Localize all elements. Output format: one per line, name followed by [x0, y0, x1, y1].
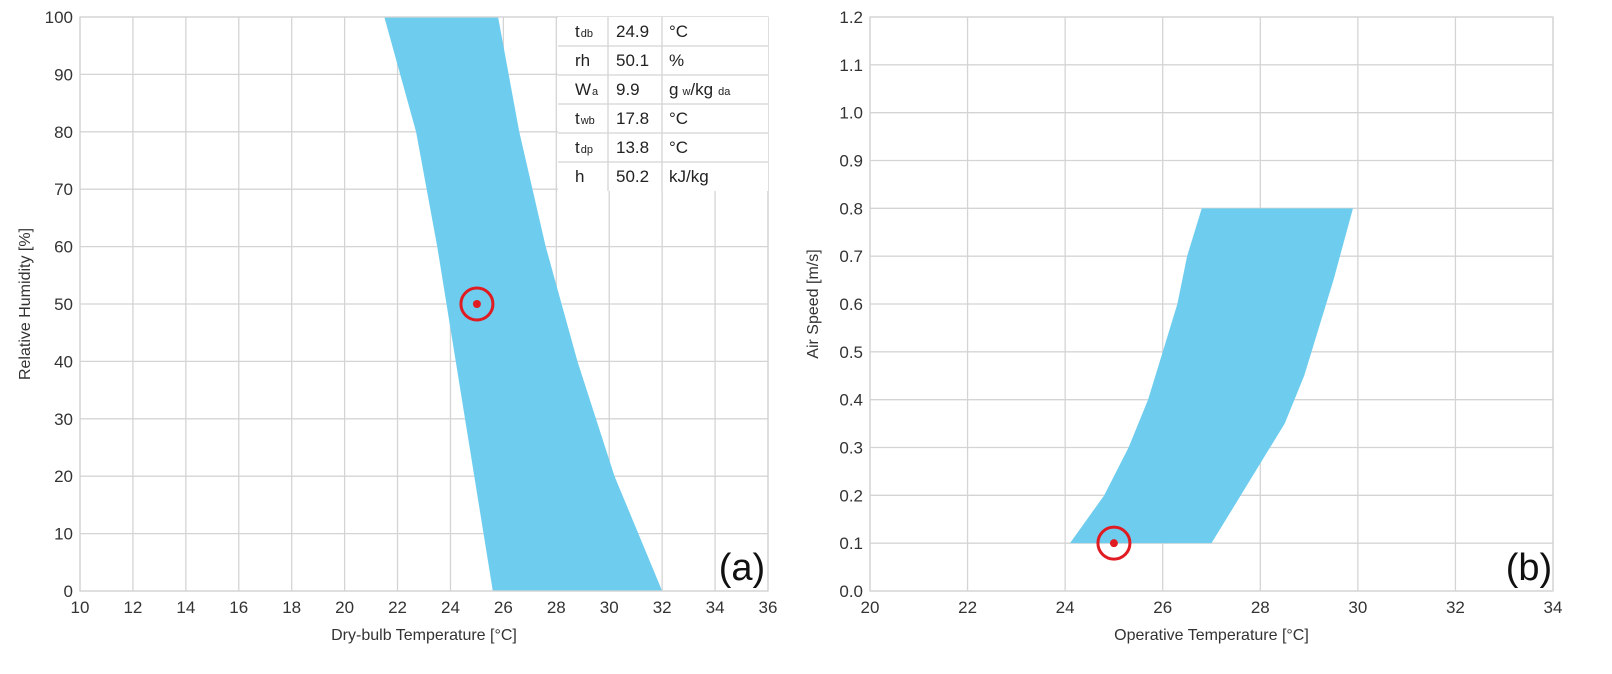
y-tick-label: 0.4 [839, 391, 863, 410]
y-tick-label: 30 [54, 410, 73, 429]
air-speed-chart-panel: 20 22 24 26 28 30 32 34 0.0 0.1 0.2 0.3 0.4 0.5 0.6 0.7… [805, 8, 1562, 644]
comfort-zone [1070, 208, 1353, 544]
x-axis-title: Dry-bulb Temperature [°C] [331, 627, 517, 644]
readout-unit: g w/kg da [669, 80, 731, 99]
readout-symbol: twb [575, 109, 595, 128]
x-tick-label: 30 [600, 598, 619, 617]
y-tick-label: 80 [54, 123, 73, 142]
x-tick-label: 24 [441, 598, 460, 617]
x-tick-label: 20 [335, 598, 354, 617]
readout-table: tdb 24.9 °C rh 50.1 % Wa 9.9 g w/kg da twb 17.8 °C tdp… [558, 17, 768, 191]
y-tick-label: 0.2 [839, 486, 863, 505]
x-axis-title: Operative Temperature [°C] [1114, 627, 1309, 644]
y-tick-label: 100 [45, 8, 73, 27]
comfort-zone [384, 17, 663, 591]
readout-unit: °C [669, 109, 688, 128]
current-point-ring [459, 286, 495, 322]
y-tick-label: 90 [54, 65, 73, 84]
current-point-dot [472, 300, 481, 308]
x-tick-label: 36 [759, 598, 778, 617]
y-tick-label: 0.7 [839, 247, 863, 266]
readout-value: 9.9 [616, 80, 640, 99]
x-tick-label: 22 [388, 598, 407, 617]
y-tick-label: 1.1 [839, 56, 863, 75]
panel-label: (a) [719, 547, 765, 589]
y-tick-label: 50 [54, 295, 73, 314]
psychrometric-chart-panel: 10 12 14 16 18 20 22 24 26 28 30 32 34 36010203040506… [17, 8, 777, 644]
y-tick-label: 0 [64, 582, 73, 601]
readout-unit: °C [669, 138, 688, 157]
x-tick-label: 22 [958, 598, 977, 617]
y-tick-label: 70 [54, 180, 73, 199]
x-tick-label: 34 [706, 598, 725, 617]
y-axis-title: Air Speed [m/s] [805, 249, 822, 358]
x-tick-label: 32 [1446, 598, 1465, 617]
x-tick-label: 24 [1056, 598, 1075, 617]
plot-frame [869, 16, 1554, 592]
x-tick-label: 26 [494, 598, 513, 617]
readout-value: 24.9 [616, 22, 649, 41]
current-point-dot [1109, 539, 1118, 548]
y-tick-label: 0.0 [839, 582, 863, 601]
y-axis-title: Relative Humidity [%] [17, 228, 34, 380]
y-tick-label: 10 [54, 525, 73, 544]
readout-unit: % [669, 51, 684, 70]
x-tick-label: 16 [229, 598, 248, 617]
x-tick-label: 14 [176, 598, 195, 617]
x-tick-label: 18 [282, 598, 301, 617]
y-tick-label: 20 [54, 467, 73, 486]
readout-unit: °C [669, 22, 688, 41]
y-tick-label: 0.6 [839, 295, 863, 314]
x-tick-label: 32 [653, 598, 672, 617]
readout-value: 50.2 [616, 167, 649, 186]
y-tick-label: 40 [54, 352, 73, 371]
y-tick-label: 0.5 [839, 343, 863, 362]
x-tick-label: 20 [861, 598, 880, 617]
readout-symbol: h [575, 167, 584, 186]
y-tick-label: 0.1 [839, 534, 863, 553]
x-tick-label: 28 [1251, 598, 1270, 617]
x-tick-label: 26 [1153, 598, 1172, 617]
panel-label: (b) [1506, 547, 1552, 589]
readout-symbol: Wa [575, 80, 599, 99]
readout-value: 13.8 [616, 138, 649, 157]
y-tick-label: 0.8 [839, 199, 863, 218]
plot-frame [79, 16, 769, 592]
x-tick-label: 10 [71, 598, 90, 617]
readout-symbol: tdb [575, 22, 593, 41]
y-tick-label: 60 [54, 238, 73, 257]
x-tick-label: 30 [1348, 598, 1367, 617]
readout-value: 17.8 [616, 109, 649, 128]
readout-symbol: rh [575, 51, 590, 70]
x-tick-label: 34 [1544, 598, 1563, 617]
current-point-ring [1096, 525, 1132, 561]
y-tick-label: 1.2 [839, 8, 863, 27]
y-tick-label: 0.3 [839, 439, 863, 458]
y-tick-label: 1.0 [839, 104, 863, 123]
readout-symbol: tdp [575, 138, 593, 157]
x-tick-label: 12 [123, 598, 142, 617]
x-tick-label: 28 [547, 598, 566, 617]
y-tick-label: 0.9 [839, 152, 863, 171]
readout-unit: kJ/kg [669, 167, 709, 186]
readout-value: 50.1 [616, 51, 649, 70]
